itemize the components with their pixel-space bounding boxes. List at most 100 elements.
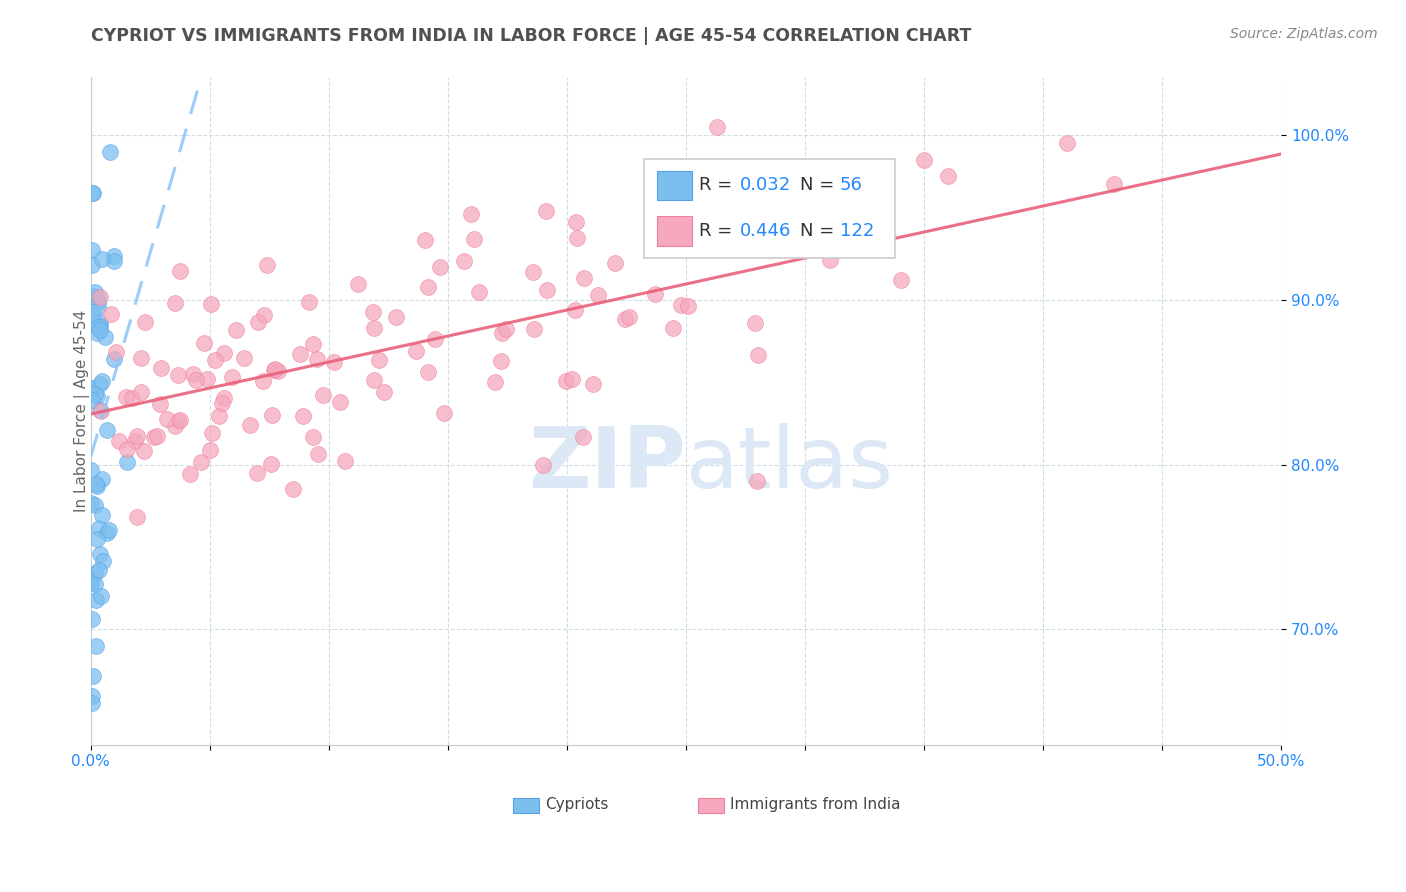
- Point: [214, 346, 236, 360]
- Point: [89, 316, 111, 330]
- Point: [167, 414, 190, 428]
- Point: [288, 347, 311, 361]
- Point: [572, 429, 595, 443]
- Point: [79, 315, 101, 329]
- Point: [662, 320, 685, 334]
- Point: [818, 252, 841, 267]
- Point: [1056, 136, 1078, 151]
- Point: [531, 458, 554, 472]
- Point: [82, 289, 104, 303]
- Point: [260, 408, 283, 422]
- Point: [167, 368, 190, 383]
- Point: [263, 363, 285, 377]
- Point: [302, 430, 325, 444]
- Point: [80, 576, 103, 591]
- Point: [84, 498, 107, 512]
- Point: [582, 377, 605, 392]
- Point: [89, 377, 111, 392]
- Text: Immigrants from India: Immigrants from India: [730, 797, 900, 812]
- Point: [613, 312, 636, 326]
- Point: [80, 244, 103, 258]
- Point: [384, 310, 406, 325]
- Point: [89, 319, 111, 334]
- Point: [266, 363, 288, 377]
- Point: [181, 367, 204, 381]
- Point: [301, 337, 323, 351]
- Point: [149, 397, 172, 411]
- Point: [744, 316, 766, 330]
- Point: [297, 294, 319, 309]
- Point: [233, 351, 256, 365]
- Point: [256, 258, 278, 272]
- Point: [416, 280, 439, 294]
- Point: [103, 352, 125, 367]
- Point: [98, 145, 121, 159]
- Point: [94, 330, 117, 344]
- Point: [190, 454, 212, 468]
- Point: [107, 434, 129, 449]
- Point: [87, 521, 110, 535]
- Point: [467, 285, 489, 300]
- Point: [416, 365, 439, 379]
- Text: ZIP: ZIP: [529, 423, 686, 506]
- Point: [90, 374, 112, 388]
- Point: [429, 260, 451, 274]
- Point: [253, 308, 276, 322]
- Point: [179, 467, 201, 481]
- Point: [536, 283, 558, 297]
- Point: [131, 385, 153, 400]
- Point: [260, 457, 283, 471]
- Point: [561, 372, 583, 386]
- Point: [91, 252, 114, 266]
- Point: [676, 299, 699, 313]
- Point: [169, 263, 191, 277]
- Point: [200, 297, 222, 311]
- Point: [98, 524, 121, 538]
- Point: [281, 482, 304, 496]
- Point: [89, 563, 111, 577]
- Point: [522, 265, 544, 279]
- Point: [103, 249, 125, 263]
- Text: R =: R =: [699, 222, 738, 240]
- Point: [84, 576, 107, 591]
- Point: [292, 409, 315, 423]
- Point: [84, 639, 107, 653]
- Point: [149, 360, 172, 375]
- Text: N =: N =: [800, 222, 839, 240]
- Point: [363, 321, 385, 335]
- Point: [87, 294, 110, 309]
- Point: [86, 479, 108, 493]
- Point: [307, 351, 329, 366]
- Point: [100, 308, 122, 322]
- Point: [134, 315, 156, 329]
- Point: [747, 474, 769, 488]
- Text: N =: N =: [800, 176, 839, 194]
- Text: 122: 122: [839, 222, 875, 240]
- Point: [246, 466, 269, 480]
- Point: [91, 554, 114, 568]
- Point: [80, 496, 103, 510]
- Point: [89, 403, 111, 417]
- Bar: [513, 797, 540, 813]
- Point: [115, 455, 138, 469]
- Point: [86, 388, 108, 402]
- Text: Source: ZipAtlas.com: Source: ZipAtlas.com: [1230, 27, 1378, 41]
- Point: [80, 689, 103, 703]
- Point: [208, 409, 231, 424]
- Point: [567, 231, 589, 245]
- Text: 0.446: 0.446: [740, 222, 792, 240]
- Point: [495, 322, 517, 336]
- Point: [103, 254, 125, 268]
- Point: [124, 434, 146, 448]
- Bar: [697, 797, 724, 813]
- Text: R =: R =: [699, 176, 738, 194]
- Point: [84, 566, 107, 580]
- FancyBboxPatch shape: [644, 159, 896, 258]
- Point: [127, 428, 149, 442]
- Point: [523, 322, 546, 336]
- Point: [413, 233, 436, 247]
- Point: [127, 510, 149, 524]
- Y-axis label: In Labor Force | Age 45-54: In Labor Force | Age 45-54: [75, 310, 90, 512]
- Point: [84, 593, 107, 607]
- Point: [86, 326, 108, 340]
